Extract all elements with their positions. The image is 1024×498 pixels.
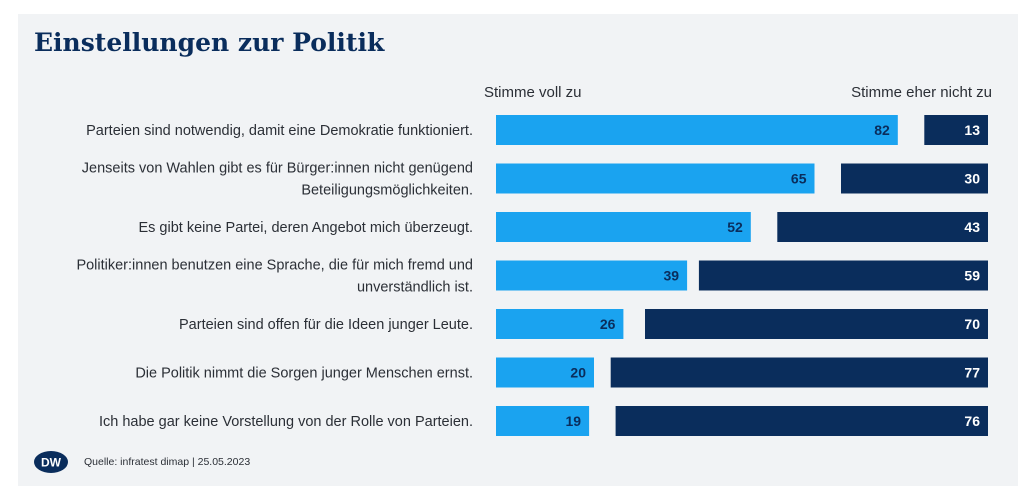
data-label-agree: 82 bbox=[874, 122, 890, 138]
bar-agree bbox=[496, 260, 688, 291]
data-label-agree: 65 bbox=[791, 171, 807, 187]
category-label: Es gibt keine Partei, deren Angebot mich… bbox=[138, 220, 473, 236]
source-note: Quelle: infratest dimap | 25.05.2023 bbox=[84, 456, 251, 468]
bar-agree bbox=[496, 309, 624, 339]
bar-agree bbox=[496, 406, 590, 436]
bar-agree bbox=[496, 115, 898, 145]
dw-logo-text: DW bbox=[41, 456, 62, 470]
bar-disagree bbox=[698, 260, 988, 291]
data-label-disagree: 30 bbox=[964, 171, 980, 187]
category-label: Politiker:innen benutzen eine Sprache, d… bbox=[76, 258, 473, 274]
data-label-disagree: 76 bbox=[964, 413, 980, 429]
bar-disagree bbox=[924, 115, 988, 145]
bar-disagree bbox=[610, 357, 988, 388]
data-label-agree: 20 bbox=[570, 365, 586, 381]
category-label: Parteien sind notwendig, damit eine Demo… bbox=[86, 123, 473, 139]
data-label-disagree: 43 bbox=[964, 219, 980, 235]
data-label-agree: 39 bbox=[664, 268, 680, 284]
bar-agree bbox=[496, 357, 594, 388]
chart-title: Einstellungen zur Politik bbox=[34, 28, 385, 57]
bar-disagree bbox=[615, 406, 988, 436]
category-label: unverständlich ist. bbox=[357, 280, 473, 296]
legend-disagree: Stimme eher nicht zu bbox=[851, 84, 992, 101]
category-label: Die Politik nimmt die Sorgen junger Mens… bbox=[135, 366, 473, 382]
bar-disagree bbox=[645, 309, 988, 339]
data-label-agree: 52 bbox=[727, 219, 743, 235]
bar-disagree bbox=[777, 212, 988, 242]
category-label: Jenseits von Wahlen gibt es für Bürger:i… bbox=[82, 161, 473, 177]
bar-agree bbox=[496, 163, 815, 194]
category-label: Beteiligungsmöglichkeiten. bbox=[301, 183, 473, 199]
category-label: Ich habe gar keine Vorstellung von der R… bbox=[99, 414, 473, 430]
category-label: Parteien sind offen für die Ideen junger… bbox=[179, 317, 473, 333]
chart-card: Einstellungen zur Politik Stimme voll zu… bbox=[18, 14, 1018, 486]
bar-chart: Parteien sind notwendig, damit eine Demo… bbox=[76, 115, 988, 436]
legend-agree: Stimme voll zu bbox=[484, 84, 582, 101]
dw-logo: DW bbox=[34, 451, 68, 473]
data-label-agree: 26 bbox=[600, 316, 616, 332]
data-label-disagree: 70 bbox=[964, 316, 980, 332]
bar-agree bbox=[496, 212, 751, 242]
data-label-disagree: 77 bbox=[964, 365, 980, 381]
data-label-disagree: 13 bbox=[964, 122, 980, 138]
data-label-disagree: 59 bbox=[964, 268, 980, 284]
bar-disagree bbox=[841, 163, 988, 194]
data-label-agree: 19 bbox=[566, 413, 582, 429]
